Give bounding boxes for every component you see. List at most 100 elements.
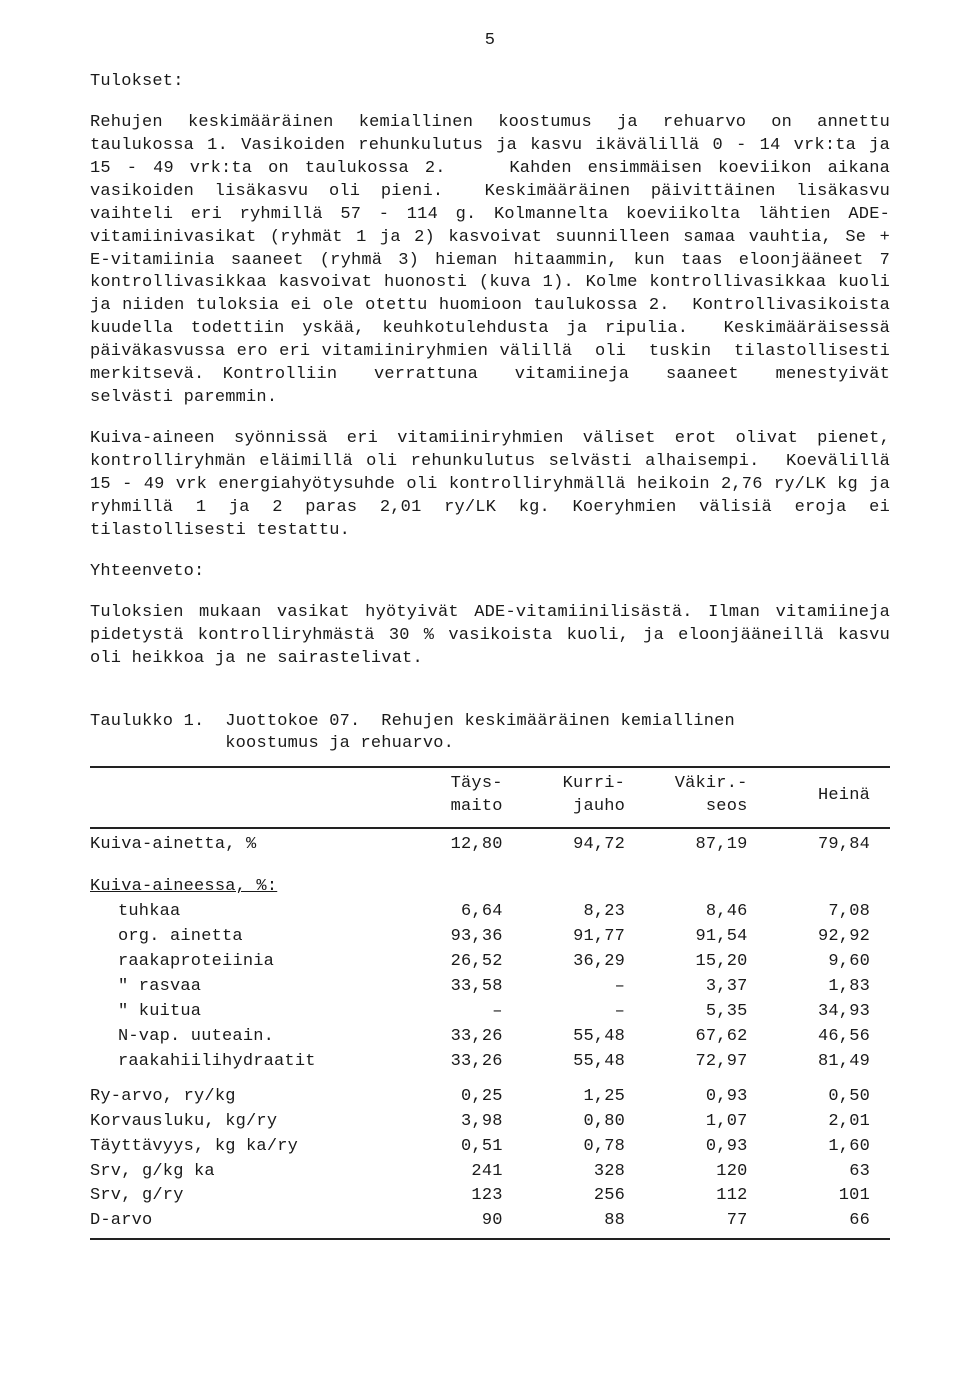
composition-table: Täys- maito Kurri- jauho Väkir.- seos He… <box>90 772 890 1234</box>
table-row: Srv, g/kg ka 241 328 120 63 <box>90 1160 890 1185</box>
row-label: tuhkaa <box>90 900 400 925</box>
cell: 91,54 <box>645 925 767 950</box>
cell: 33,26 <box>400 1025 522 1050</box>
row-label: N-vap. uuteain. <box>90 1025 400 1050</box>
table-wrapper: Täys- maito Kurri- jauho Väkir.- seos He… <box>90 766 890 1240</box>
section-title-summary: Yhteenveto: <box>90 561 890 584</box>
table-row: Täyttävyys, kg ka/ry 0,51 0,78 0,93 1,60 <box>90 1135 890 1160</box>
table-row: tuhkaa 6,64 8,23 8,46 7,08 <box>90 900 890 925</box>
cell: 1,07 <box>645 1110 767 1135</box>
cell: 6,64 <box>400 900 522 925</box>
cell: 0,51 <box>400 1135 522 1160</box>
cell: 26,52 <box>400 950 522 975</box>
cell: 12,80 <box>400 833 522 858</box>
cell: 33,26 <box>400 1050 522 1075</box>
sub-header: Kuiva-aineessa, %: <box>90 868 890 900</box>
cell: 94,72 <box>523 833 645 858</box>
cell: 112 <box>645 1184 767 1209</box>
table-rule-mid <box>90 827 890 829</box>
cell: 0,78 <box>523 1135 645 1160</box>
cell: – <box>523 975 645 1000</box>
cell: 0,80 <box>523 1110 645 1135</box>
cell: 0,93 <box>645 1135 767 1160</box>
table-row: Srv, g/ry 123 256 112 101 <box>90 1184 890 1209</box>
cell: 123 <box>400 1184 522 1209</box>
table-rule-bottom <box>90 1238 890 1240</box>
cell: 67,62 <box>645 1025 767 1050</box>
paragraph-3: Tuloksien mukaan vasikat hyötyivät ADE-v… <box>90 602 890 671</box>
cell: 8,23 <box>523 900 645 925</box>
table-row: Kuiva-ainetta, % 12,80 94,72 87,19 79,84 <box>90 833 890 858</box>
cell: – <box>523 1000 645 1025</box>
table-header-row: Täys- maito Kurri- jauho Väkir.- seos He… <box>90 772 890 823</box>
row-label: Ry-arvo, ry/kg <box>90 1085 400 1110</box>
row-label: Korvausluku, kg/ry <box>90 1110 400 1135</box>
cell: 55,48 <box>523 1025 645 1050</box>
cell: 120 <box>645 1160 767 1185</box>
row-label: " kuitua <box>90 1000 400 1025</box>
table-row: Ry-arvo, ry/kg 0,25 1,25 0,93 0,50 <box>90 1085 890 1110</box>
col-head-blank <box>90 772 400 823</box>
table-row: org. ainetta 93,36 91,77 91,54 92,92 <box>90 925 890 950</box>
row-label: Täyttävyys, kg ka/ry <box>90 1135 400 1160</box>
cell: 2,01 <box>768 1110 890 1135</box>
cell: 3,37 <box>645 975 767 1000</box>
row-label: org. ainetta <box>90 925 400 950</box>
cell: 101 <box>768 1184 890 1209</box>
cell: 66 <box>768 1209 890 1234</box>
cell: 1,83 <box>768 975 890 1000</box>
col-head-2: Kurri- jauho <box>523 772 645 823</box>
row-label: Srv, g/ry <box>90 1184 400 1209</box>
cell: 55,48 <box>523 1050 645 1075</box>
table-row: D-arvo 90 88 77 66 <box>90 1209 890 1234</box>
row-label: D-arvo <box>90 1209 400 1234</box>
cell: 1,60 <box>768 1135 890 1160</box>
cell: 0,50 <box>768 1085 890 1110</box>
row-label: raakaproteiinia <box>90 950 400 975</box>
cell: 88 <box>523 1209 645 1234</box>
cell: 7,08 <box>768 900 890 925</box>
col-head-3: Väkir.- seos <box>645 772 767 823</box>
table-row: Korvausluku, kg/ry 3,98 0,80 1,07 2,01 <box>90 1110 890 1135</box>
cell: 5,35 <box>645 1000 767 1025</box>
cell: 3,98 <box>400 1110 522 1135</box>
paragraph-2: Kuiva-aineen syönnissä eri vitamiiniryhm… <box>90 428 890 543</box>
cell: 8,46 <box>645 900 767 925</box>
cell: 63 <box>768 1160 890 1185</box>
cell: 15,20 <box>645 950 767 975</box>
table-row: raakaproteiinia 26,52 36,29 15,20 9,60 <box>90 950 890 975</box>
cell: 33,58 <box>400 975 522 1000</box>
col-head-1: Täys- maito <box>400 772 522 823</box>
table-row: raakahiilihydraatit 33,26 55,48 72,97 81… <box>90 1050 890 1075</box>
table-row: N-vap. uuteain. 33,26 55,48 67,62 46,56 <box>90 1025 890 1050</box>
col-head-4: Heinä <box>768 772 890 823</box>
cell: 0,25 <box>400 1085 522 1110</box>
section-title-results: Tulokset: <box>90 71 890 94</box>
cell: 256 <box>523 1184 645 1209</box>
cell: 36,29 <box>523 950 645 975</box>
cell: 241 <box>400 1160 522 1185</box>
table-row: " kuitua – – 5,35 34,93 <box>90 1000 890 1025</box>
table-rule-top <box>90 766 890 768</box>
cell: 81,49 <box>768 1050 890 1075</box>
cell: – <box>400 1000 522 1025</box>
cell: 9,60 <box>768 950 890 975</box>
cell: 90 <box>400 1209 522 1234</box>
row-label: raakahiilihydraatit <box>90 1050 400 1075</box>
cell: 1,25 <box>523 1085 645 1110</box>
table-row: " rasvaa 33,58 – 3,37 1,83 <box>90 975 890 1000</box>
cell: 72,97 <box>645 1050 767 1075</box>
cell: 87,19 <box>645 833 767 858</box>
paragraph-1: Rehujen keskimääräinen kemiallinen koost… <box>90 112 890 410</box>
cell: 46,56 <box>768 1025 890 1050</box>
row-label: Srv, g/kg ka <box>90 1160 400 1185</box>
cell: 0,93 <box>645 1085 767 1110</box>
table-title: Taulukko 1. Juottokoe 07. Rehujen keskim… <box>90 711 890 757</box>
cell: 93,36 <box>400 925 522 950</box>
cell: 328 <box>523 1160 645 1185</box>
page-number: 5 <box>90 30 890 53</box>
table-subhead-row: Kuiva-aineessa, %: <box>90 868 890 900</box>
cell: 77 <box>645 1209 767 1234</box>
cell: 92,92 <box>768 925 890 950</box>
row-label: " rasvaa <box>90 975 400 1000</box>
